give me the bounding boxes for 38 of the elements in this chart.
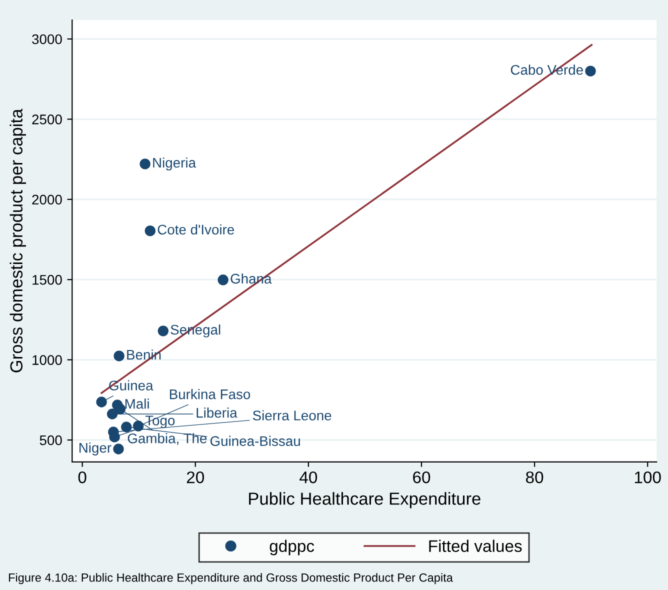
- point: [114, 404, 126, 414]
- annotation: Cote d'Ivoire: [158, 224, 234, 235]
- y-tick-label: 2500: [32, 114, 62, 124]
- annotation: Sierra Leone: [252, 410, 332, 420]
- point: [144, 225, 156, 236]
- annotation: Liberia: [196, 408, 238, 418]
- point: [218, 274, 228, 286]
- x-tick-label: 40: [300, 471, 318, 484]
- legend-label: Fitted values: [429, 540, 522, 552]
- point: [158, 326, 169, 336]
- annotation: Niger: [80, 442, 112, 456]
- y-tick-label: 2000: [32, 194, 62, 205]
- point: [96, 396, 107, 408]
- point: [113, 444, 124, 454]
- annotation: Nigeria: [153, 157, 196, 170]
- point: [121, 422, 132, 432]
- x-tick-label: 100: [634, 471, 661, 484]
- point: [585, 66, 596, 76]
- annotation: Burkina Faso: [170, 389, 250, 400]
- point: [114, 350, 124, 362]
- annotation: Mali: [125, 398, 149, 409]
- annotation: Gambia, The: [128, 433, 207, 445]
- annotation: Guinea-Bissau: [210, 436, 300, 446]
- x-tick-label: 80: [526, 471, 544, 484]
- caption: Figure 4.10a: Public Healthcare Expenditure and Gross Domestic Product Per Capita: [8, 573, 453, 584]
- x-tick-label: 0: [78, 471, 86, 484]
- x-tick-label: 20: [186, 471, 204, 484]
- x-axis-title: Public Healthcare Expenditure: [249, 492, 480, 508]
- y-tick-label: 1000: [32, 355, 62, 365]
- annotation: Togo: [145, 416, 175, 428]
- y-tick-label: 3000: [32, 34, 62, 44]
- point: [106, 408, 118, 420]
- y-tick-label: 1500: [32, 274, 62, 285]
- legend-label: gdppc: [270, 540, 314, 556]
- point: [140, 158, 150, 170]
- y-tick-label: 500: [40, 435, 62, 446]
- x-tick-label: 60: [413, 471, 430, 484]
- y-axis-title: Gross domestic product per capita: [10, 108, 26, 372]
